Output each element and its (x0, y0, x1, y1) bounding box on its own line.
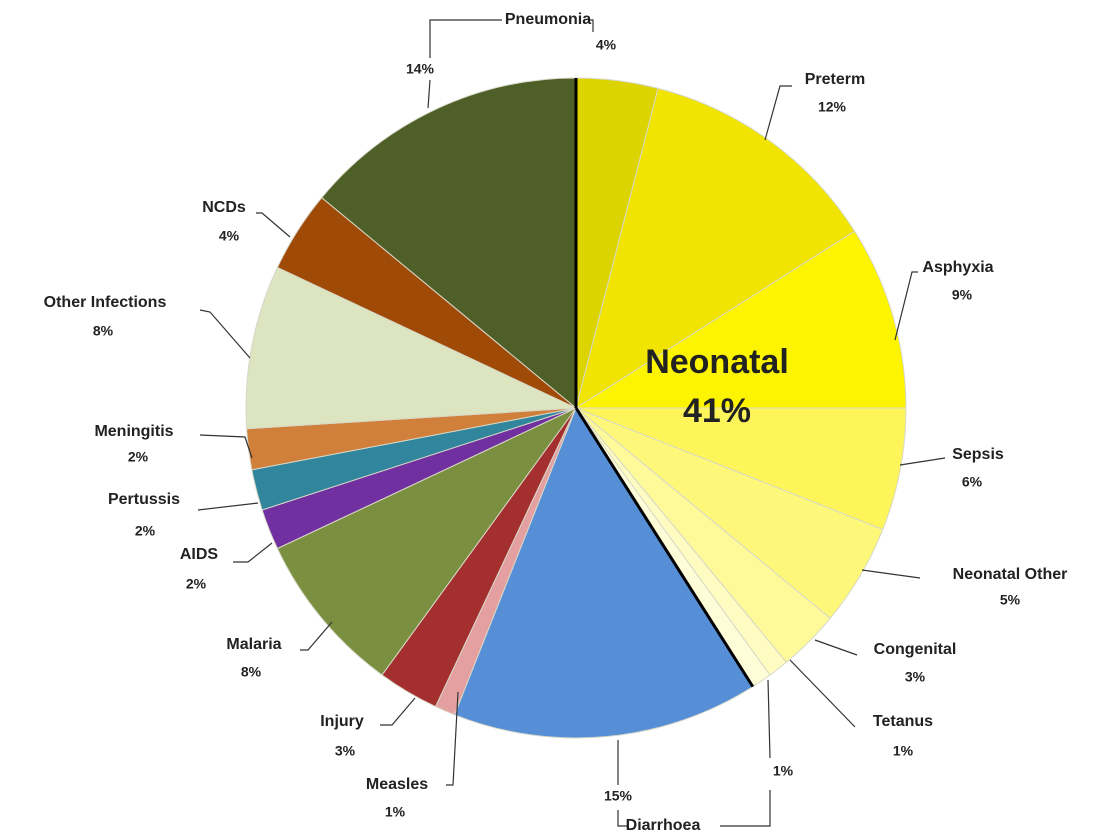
value-label: 2% (128, 449, 149, 465)
leader-line (894, 271, 918, 341)
labels: 4% Preterm 12% Asphyxia 9% Sepsis 6% Neonatal O… (44, 11, 1068, 834)
slice-label: Measles (366, 776, 428, 793)
slice-label: Diarrhoea (626, 817, 701, 834)
leader-line (861, 569, 921, 579)
slice-label: Asphyxia (922, 259, 993, 276)
slice-label: Malaria (226, 636, 281, 653)
slice-label: AIDS (180, 546, 219, 563)
value-label: 12% (818, 99, 847, 115)
leader-line (814, 639, 858, 656)
leader-line (199, 434, 253, 459)
leader-line (764, 85, 792, 141)
leader-line (256, 212, 291, 238)
value-label: 1% (385, 804, 406, 820)
slice (276, 407, 577, 676)
value-label: 1% (893, 743, 914, 759)
leader-line (300, 621, 333, 651)
slice-label: Preterm (805, 71, 865, 88)
group-boundary (574, 407, 755, 688)
leader-line (590, 19, 594, 32)
leader-line (380, 697, 416, 726)
slice (245, 266, 577, 430)
value-label: 1% (773, 763, 794, 779)
pie (245, 77, 907, 739)
leader-line (199, 309, 251, 359)
value-label: 15% (604, 788, 633, 804)
slice-label: Neonatal Other (953, 566, 1068, 583)
slice-label: Pneumonia (505, 11, 591, 28)
leader-line (789, 659, 856, 728)
value-label: 14% (406, 61, 435, 77)
slice-label: Congenital (874, 641, 957, 658)
value-label: 8% (241, 664, 262, 680)
value-label: 3% (335, 743, 356, 759)
leader-line (617, 740, 628, 827)
slice (575, 407, 907, 531)
slice-label: Injury (320, 713, 364, 730)
slice-label: Sepsis (952, 446, 1004, 463)
value-label: 8% (93, 323, 114, 339)
value-label: 4% (219, 228, 240, 244)
leader-line (197, 502, 259, 511)
value-label: 3% (905, 669, 926, 685)
value-label: 2% (135, 523, 156, 539)
slice (574, 230, 907, 409)
leader-line (720, 679, 771, 827)
slice-label: Other Infections (44, 294, 167, 311)
value-label: 2% (186, 576, 207, 592)
value-label: 4% (596, 37, 617, 53)
value-label: 6% (962, 474, 983, 490)
leader-line (233, 542, 273, 563)
value-label: 9% (952, 287, 973, 303)
leader-line (446, 691, 459, 786)
slice (321, 77, 577, 410)
slice-label: Pertussis (108, 491, 180, 508)
slice-label: Tetanus (873, 713, 933, 730)
slice (453, 406, 754, 739)
group-value-label: 41% (683, 392, 751, 430)
slice (575, 87, 856, 410)
slice-label: NCDs (202, 199, 246, 216)
leader-line (899, 457, 946, 466)
group-label: Neonatal (645, 343, 789, 381)
slice-label: Meningitis (94, 423, 173, 440)
value-label: 5% (1000, 592, 1021, 608)
leader-line (427, 19, 502, 109)
